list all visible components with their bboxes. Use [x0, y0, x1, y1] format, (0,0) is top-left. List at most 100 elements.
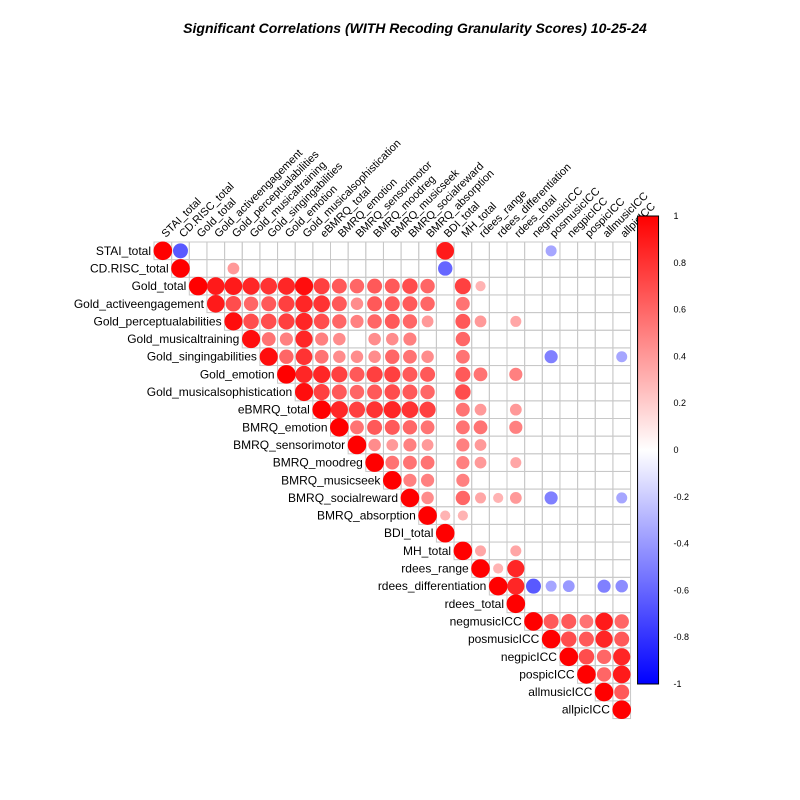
grid-cell: [506, 435, 526, 455]
grid-cell: [524, 594, 543, 614]
grid-cell: [594, 400, 614, 420]
correlation-circle: [456, 473, 470, 487]
correlation-circle: [295, 365, 313, 383]
correlation-circle: [595, 612, 613, 631]
correlation-circle: [455, 402, 470, 417]
correlation-circle: [541, 629, 561, 649]
correlation-circle: [403, 438, 417, 452]
row-label: CD.RISC_total: [90, 261, 169, 275]
correlation-circle: [596, 649, 612, 664]
correlation-circle: [421, 315, 434, 328]
grid-cell: [559, 241, 579, 261]
correlation-circle: [331, 278, 347, 294]
correlation-circle: [420, 366, 436, 382]
grid-cell: [506, 506, 526, 525]
grid-cell: [541, 506, 561, 525]
grid-cell: [365, 259, 384, 278]
grid-cell: [594, 541, 614, 561]
correlation-circle: [368, 350, 381, 363]
colorbar-tick-label: 0.6: [674, 305, 687, 315]
grid-cell: [612, 294, 632, 314]
correlation-circle: [453, 541, 473, 561]
grid-cell: [541, 259, 561, 278]
correlation-circle: [510, 457, 522, 469]
correlation-circle: [474, 456, 487, 469]
grid-cell: [435, 382, 455, 402]
grid-cell: [488, 435, 508, 455]
grid-cell: [524, 541, 543, 561]
grid-cell: [506, 276, 526, 296]
grid-cell: [559, 276, 579, 296]
grid-cell: [488, 276, 508, 296]
grid-cell: [241, 259, 261, 278]
correlation-circle: [385, 349, 400, 364]
grid-cell: [418, 259, 437, 278]
grid-cell: [541, 400, 561, 420]
correlation-circle: [384, 278, 400, 294]
grid-cell: [594, 329, 614, 349]
row-label: BMRQ_emotion: [242, 420, 327, 434]
row-label: allpicICC: [562, 703, 610, 717]
grid-cell: [541, 329, 561, 349]
correlation-circle: [577, 665, 596, 684]
correlation-circle: [225, 295, 242, 312]
grid-cell: [577, 418, 596, 437]
grid-cell: [612, 400, 632, 420]
row-label: BDI_total: [384, 526, 433, 540]
grid-cell: [488, 506, 508, 525]
correlation-circle: [438, 261, 453, 276]
correlation-circle: [507, 577, 525, 595]
row-label: BMRQ_sensorimotor: [233, 438, 345, 452]
grid-cell: [400, 259, 420, 278]
grid-cell: [506, 259, 526, 278]
grid-cell: [277, 241, 296, 261]
grid-cell: [471, 523, 490, 543]
grid-cell: [471, 382, 490, 402]
grid-cell: [577, 523, 596, 543]
grid-cell: [524, 259, 543, 278]
grid-cell: [524, 241, 543, 261]
correlation-circle: [475, 281, 486, 292]
correlation-circle: [333, 332, 346, 346]
grid-cell: [206, 259, 226, 278]
correlation-circle: [261, 296, 277, 312]
correlation-circle: [279, 332, 293, 346]
correlation-circle: [507, 559, 525, 578]
correlation-circle: [206, 294, 225, 313]
correlation-circle: [403, 455, 417, 470]
correlation-circle: [367, 384, 383, 400]
row-label: Gold_activeengagement: [74, 297, 205, 311]
grid-cell: [488, 470, 508, 490]
correlation-circle: [295, 330, 313, 348]
correlation-circle: [457, 510, 468, 521]
grid-cell: [224, 241, 243, 261]
grid-cell: [418, 329, 437, 349]
correlation-circle: [313, 278, 330, 295]
row-label: negpicICC: [501, 650, 557, 664]
correlation-circle: [436, 242, 455, 260]
grid-cell: [471, 294, 490, 314]
grid-cell: [435, 329, 455, 349]
correlation-circle: [279, 349, 294, 364]
grid-cell: [488, 365, 508, 384]
correlation-circle: [473, 367, 488, 382]
correlation-circle: [313, 295, 330, 313]
correlation-circle: [295, 295, 313, 313]
colorbar: 1 0.8 0.6 0.4 0.2 0 -0.2 -0.4 -0.6 -0.8 -1: [637, 211, 689, 689]
grid-cell: [524, 470, 543, 490]
row-label: Gold_singingabilities: [147, 350, 257, 364]
grid-cell: [559, 594, 579, 614]
grid-cell: [594, 435, 614, 455]
grid-cell: [471, 506, 490, 525]
row-label: BMRQ_socialreward: [288, 491, 398, 505]
grid-cell: [577, 382, 596, 402]
row-label: Gold_emotion: [200, 367, 275, 381]
correlation-circle: [243, 313, 259, 330]
correlation-circle: [206, 277, 225, 295]
grid-cell: [594, 559, 614, 578]
grid-cell: [541, 382, 561, 402]
grid-cell: [559, 347, 579, 367]
correlation-circle: [488, 576, 508, 596]
colorbar-tick-label: 0.8: [674, 258, 687, 268]
correlation-circle: [368, 438, 381, 452]
